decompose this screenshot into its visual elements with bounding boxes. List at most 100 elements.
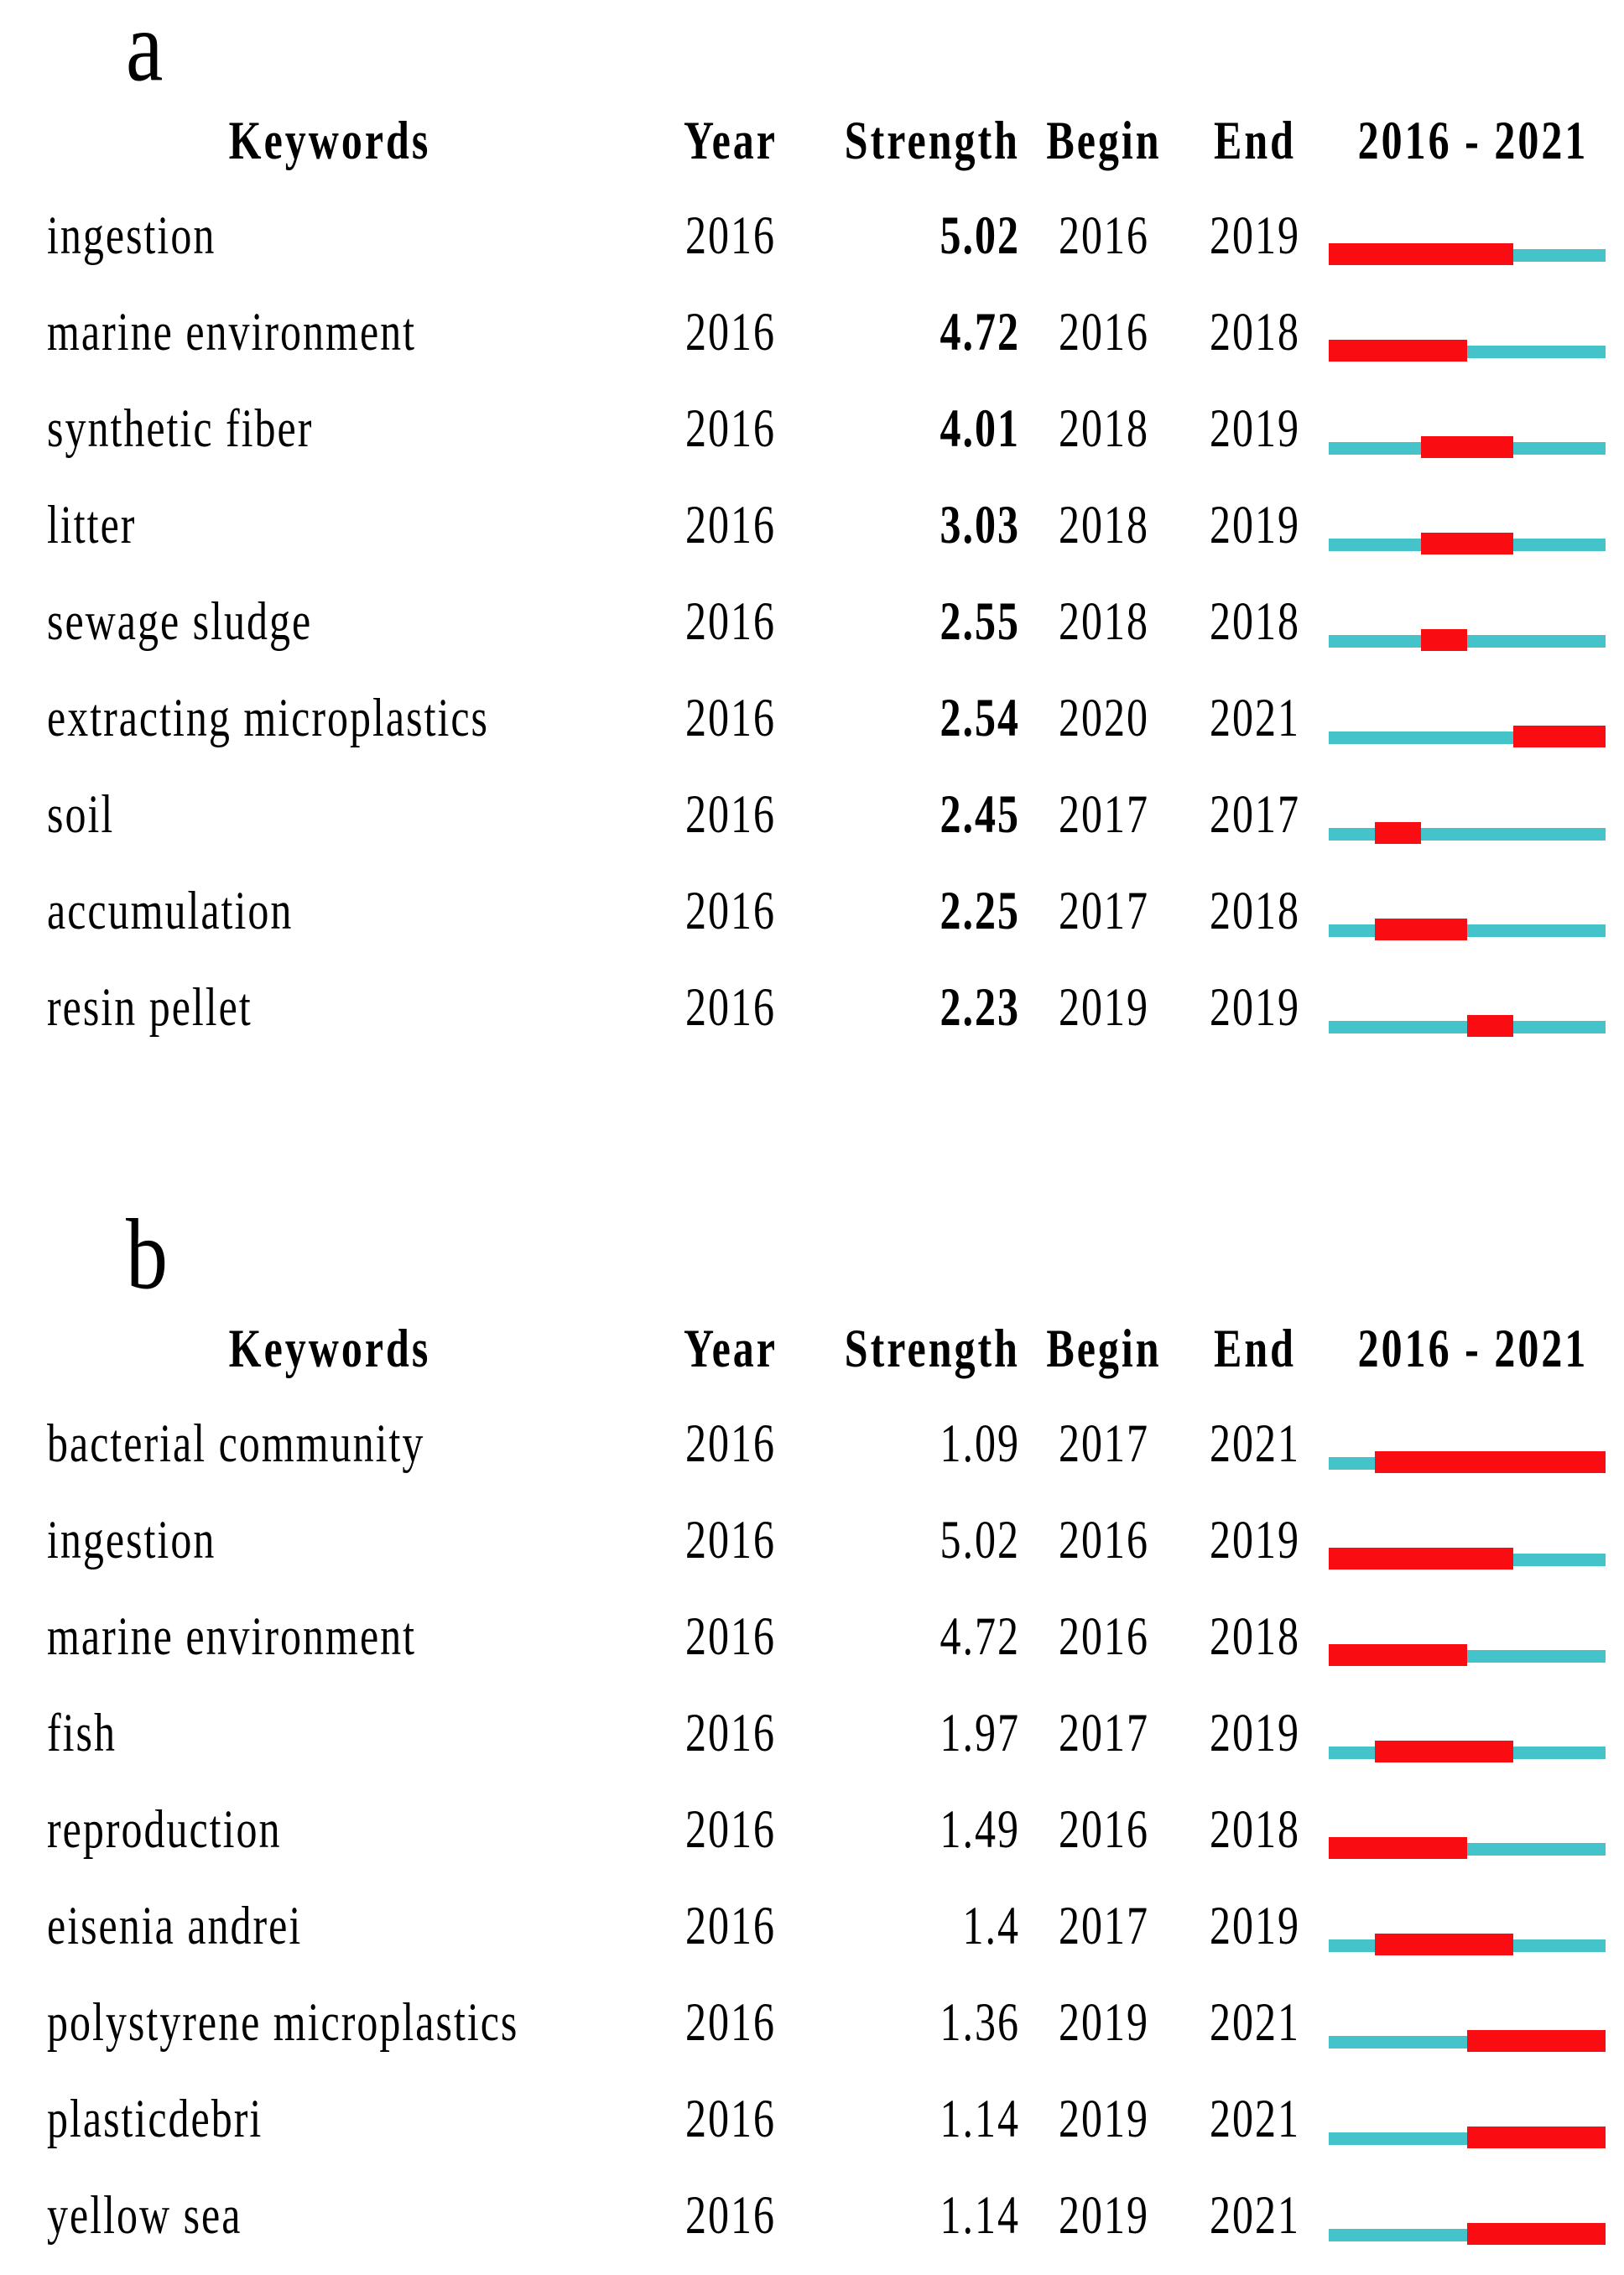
- timeline-track: [1329, 2223, 1606, 2245]
- year-text: 2016: [685, 1508, 776, 1570]
- strength-cell: 2.55: [802, 590, 1020, 651]
- strength-text: 1.14: [940, 2087, 1020, 2148]
- timeline-burst-segment: [1421, 533, 1513, 554]
- begin-cell: 2016: [1020, 1508, 1188, 1570]
- strength-text: 4.72: [940, 1605, 1020, 1666]
- begin-text: 2019: [1059, 2184, 1149, 2245]
- year-text: 2016: [685, 493, 776, 554]
- end-text: 2019: [1210, 493, 1300, 554]
- timeline-burst-segment: [1467, 1015, 1513, 1037]
- strength-text: 1.36: [940, 1991, 1020, 2052]
- panel-b: b Keywords Year Strength Begin End 2016 …: [0, 1199, 1624, 2262]
- timeline-cell: [1322, 1877, 1624, 1973]
- timeline-cell: [1322, 765, 1624, 862]
- strength-text: 4.01: [940, 397, 1020, 458]
- table-row: marine environment 2016 4.72 2016 2018: [0, 1587, 1624, 1684]
- timeline-cell: [1322, 1491, 1624, 1587]
- keyword-text: synthetic fiber: [47, 397, 314, 458]
- strength-cell: 1.4: [802, 1894, 1020, 1955]
- strength-text: 2.54: [940, 686, 1020, 747]
- timeline-burst-segment: [1329, 1837, 1467, 1859]
- begin-text: 2017: [1059, 1412, 1149, 1473]
- strength-cell: 5.02: [802, 1508, 1020, 1570]
- strength-cell: 2.54: [802, 686, 1020, 747]
- year-text: 2016: [685, 686, 776, 747]
- strength-text: 3.03: [940, 493, 1020, 554]
- keyword-cell: fish: [0, 1701, 659, 1762]
- table-row: eisenia andrei 2016 1.4 2017 2019: [0, 1877, 1624, 1973]
- begin-cell: 2017: [1020, 1412, 1188, 1473]
- end-cell: 2019: [1188, 493, 1322, 554]
- header-begin: Begin: [1046, 109, 1162, 171]
- timeline-track: [1329, 1548, 1606, 1570]
- year-text: 2016: [685, 590, 776, 651]
- year-text: 2016: [685, 1991, 776, 2052]
- end-cell: 2019: [1188, 204, 1322, 265]
- year-cell: 2016: [659, 493, 802, 554]
- begin-cell: 2017: [1020, 1701, 1188, 1762]
- table-row: reproduction 2016 1.49 2016 2018: [0, 1780, 1624, 1877]
- year-text: 2016: [685, 1894, 776, 1955]
- year-cell: 2016: [659, 1894, 802, 1955]
- strength-text: 2.55: [940, 590, 1020, 651]
- end-text: 2019: [1210, 1894, 1300, 1955]
- strength-text: 1.97: [940, 1701, 1020, 1762]
- header-end: End: [1214, 109, 1296, 171]
- keyword-text: marine environment: [47, 1605, 417, 1666]
- table-row: extracting microplastics 2016 2.54 2020 …: [0, 669, 1624, 765]
- table-row: fish 2016 1.97 2017 2019: [0, 1684, 1624, 1780]
- begin-cell: 2018: [1020, 493, 1188, 554]
- end-text: 2018: [1210, 590, 1300, 651]
- timeline-track: [1329, 1741, 1606, 1762]
- keyword-text: marine environment: [47, 300, 417, 362]
- strength-text: 1.14: [940, 2184, 1020, 2245]
- keyword-text: reproduction: [47, 1798, 282, 1859]
- end-cell: 2017: [1188, 783, 1322, 844]
- keyword-cell: accumulation: [0, 879, 659, 940]
- end-text: 2021: [1210, 2087, 1300, 2148]
- keyword-cell: polystyrene microplastics: [0, 1991, 659, 2052]
- strength-text: 4.72: [940, 300, 1020, 362]
- begin-text: 2020: [1059, 686, 1149, 747]
- strength-text: 5.02: [940, 204, 1020, 265]
- keyword-cell: ingestion: [0, 204, 659, 265]
- begin-text: 2016: [1059, 1798, 1149, 1859]
- panel-a: a Keywords Year Strength Begin End 2016 …: [0, 0, 1624, 1054]
- end-cell: 2019: [1188, 397, 1322, 458]
- begin-cell: 2019: [1020, 1991, 1188, 2052]
- year-cell: 2016: [659, 879, 802, 940]
- year-cell: 2016: [659, 1508, 802, 1570]
- year-text: 2016: [685, 2087, 776, 2148]
- keyword-cell: yellow sea: [0, 2184, 659, 2245]
- end-cell: 2018: [1188, 1798, 1322, 1859]
- table-row: plasticdebri 2016 1.14 2019 2021: [0, 2069, 1624, 2166]
- end-cell: 2021: [1188, 1991, 1322, 2052]
- year-text: 2016: [685, 783, 776, 844]
- keyword-text: yellow sea: [47, 2184, 242, 2245]
- panel-a-label: a: [126, 0, 1624, 102]
- timeline-burst-segment: [1329, 1644, 1467, 1666]
- strength-text: 2.45: [940, 783, 1020, 844]
- keyword-cell: resin pellet: [0, 976, 659, 1037]
- end-cell: 2018: [1188, 590, 1322, 651]
- timeline-base-segment: [1329, 828, 1606, 841]
- panel-b-header-row: Keywords Year Strength Begin End 2016 - …: [0, 1302, 1624, 1394]
- timeline-track: [1329, 1644, 1606, 1666]
- timeline-cell: [1322, 958, 1624, 1054]
- header-timeline-range: 2016 - 2021: [1357, 109, 1589, 171]
- keyword-text: litter: [47, 493, 137, 554]
- end-text: 2017: [1210, 783, 1300, 844]
- strength-cell: 1.14: [802, 2184, 1020, 2245]
- table-row: ingestion 2016 5.02 2016 2019: [0, 186, 1624, 283]
- strength-cell: 1.36: [802, 1991, 1020, 2052]
- table-body: bacterial community 2016 1.09 2017 2021 …: [0, 1394, 1624, 2262]
- keyword-cell: bacterial community: [0, 1412, 659, 1473]
- timeline-burst-segment: [1467, 2223, 1606, 2245]
- end-text: 2018: [1210, 300, 1300, 362]
- year-cell: 2016: [659, 783, 802, 844]
- timeline-burst-segment: [1375, 1451, 1606, 1473]
- year-cell: 2016: [659, 1412, 802, 1473]
- strength-cell: 4.72: [802, 1605, 1020, 1666]
- end-text: 2019: [1210, 397, 1300, 458]
- year-cell: 2016: [659, 397, 802, 458]
